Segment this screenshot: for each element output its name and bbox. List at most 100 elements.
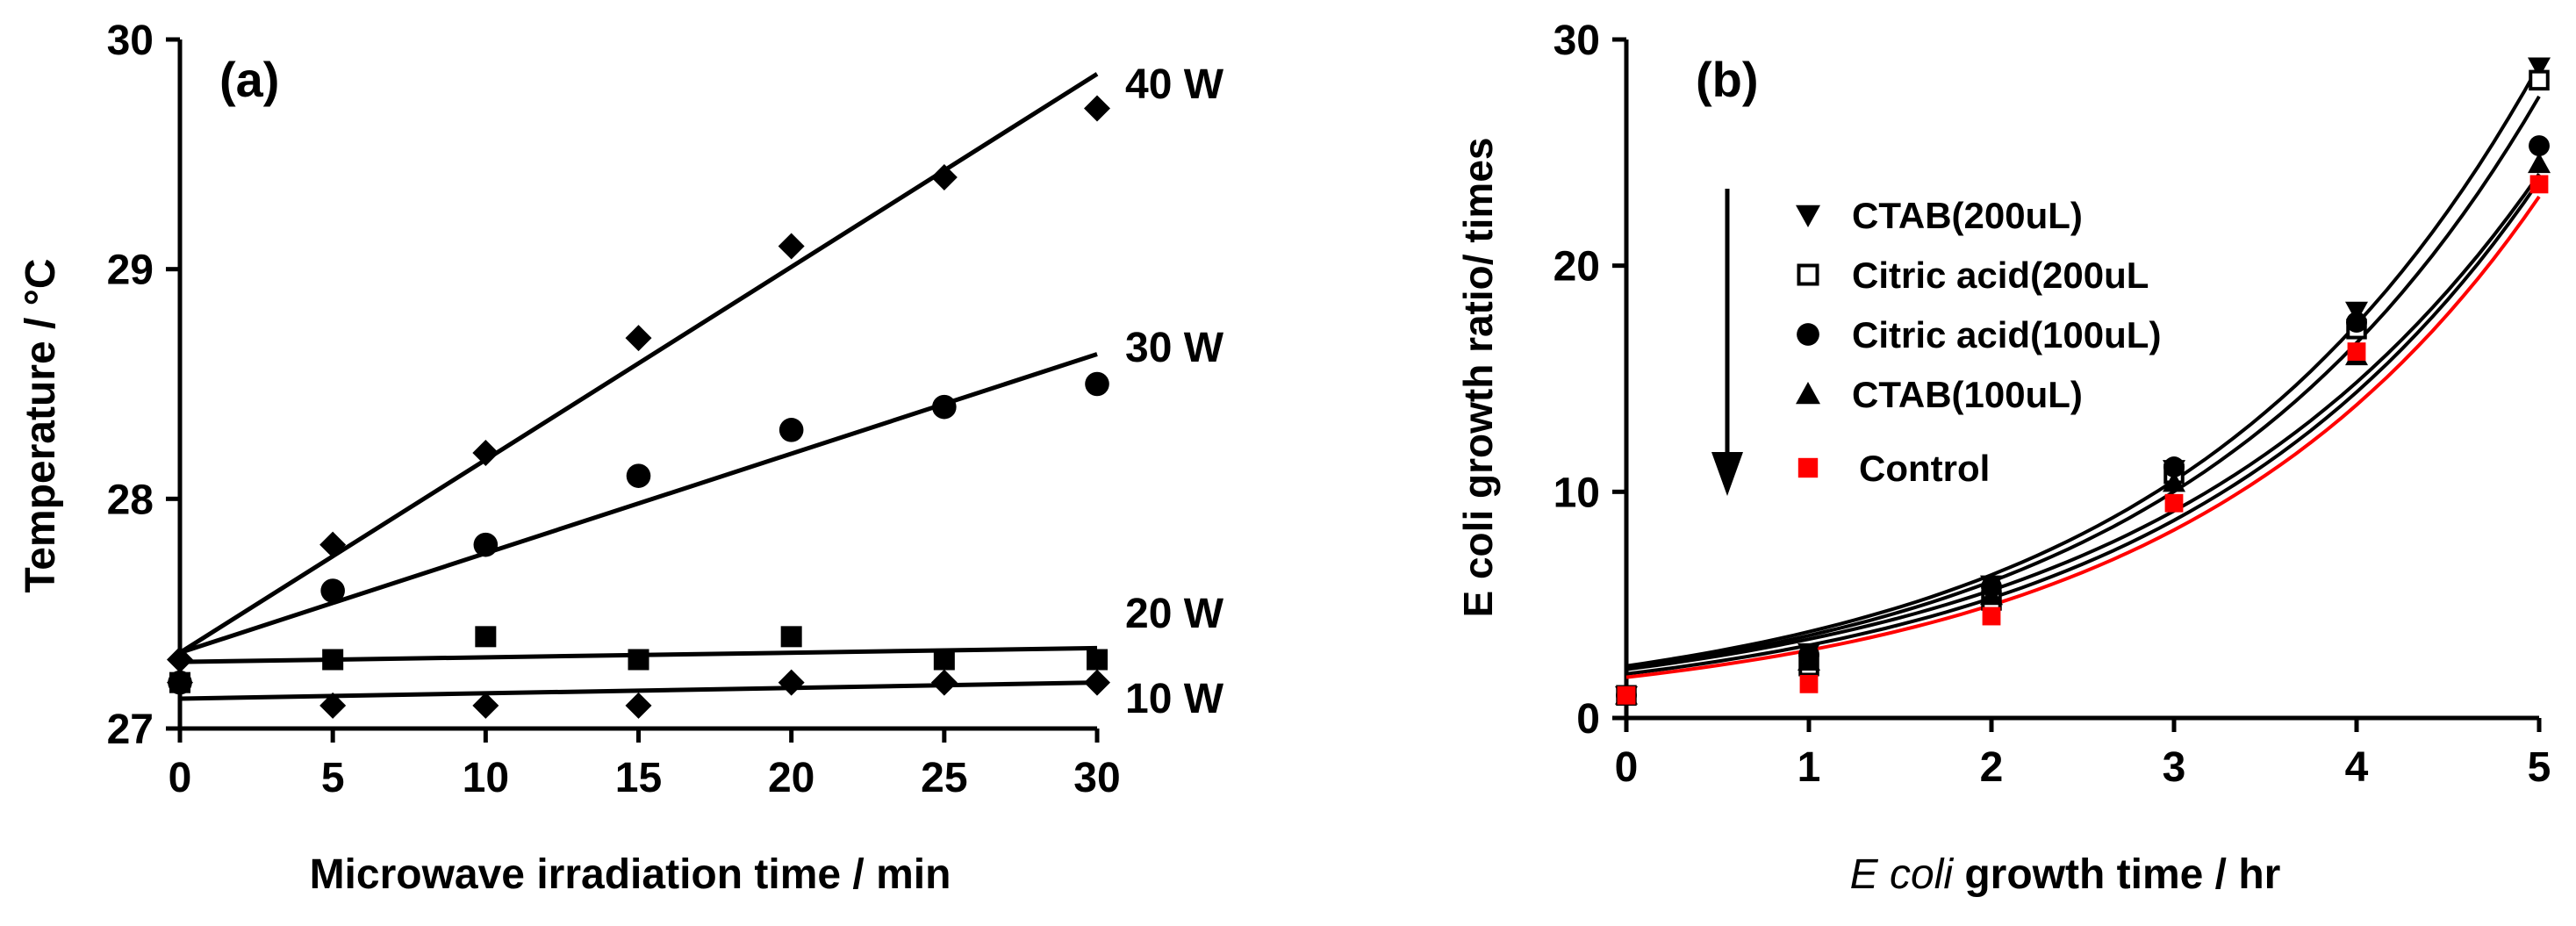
y-tick-label: 20 [1553,244,1600,291]
legend-marker [1796,205,1820,227]
data-point [2529,69,2550,91]
y-tick-label: 30 [107,18,154,64]
data-point [933,649,955,671]
x-tick-label: 30 [1073,755,1120,801]
data-point [625,692,652,719]
x-tick-label: 20 [768,755,814,801]
x-tick-label: 0 [1615,744,1639,791]
data-point [2163,456,2185,477]
series-label-30w: 30 W [1125,325,1224,371]
data-point [1982,607,2001,626]
panel-b-xlabel-rest: growth time / hr [1953,851,2280,898]
data-point [1084,669,1110,696]
x-tick-label: 3 [2163,744,2186,791]
data-point [628,649,649,671]
legend-arrow-head-icon [1711,452,1743,496]
data-point [780,626,802,648]
data-point [1799,674,1819,693]
data-point [930,669,958,696]
fit-curve [1625,95,2541,671]
data-point [2529,175,2549,194]
y-tick-label: 29 [107,248,154,294]
panel-b-xlabel-italic: E coli [1850,851,1955,898]
data-point [319,692,347,719]
data-point [778,669,805,696]
data-point [1797,650,1820,671]
data-point [2163,471,2185,492]
legend-marker [1796,382,1820,405]
data-point [2528,152,2551,174]
data-point [322,649,344,671]
panel-a-axes: 0 5 10 15 20 25 30 27 28 29 30 [107,18,1121,801]
legend-marker [1797,457,1819,478]
panel-b-fit-curves [1625,64,2541,679]
y-tick-label: 10 [1553,470,1600,516]
y-tick-label: 0 [1576,696,1600,743]
panel-b-label: (b) [1696,52,1759,107]
legend-label-citric-200: Citric acid(200uL [1852,255,2149,296]
panel-b: (b) E coli growth time / hr E coli growt… [1455,18,2551,898]
data-point [2529,135,2550,157]
data-point [472,692,499,719]
x-tick-label: 5 [321,755,345,801]
legend-label-control: Control [1859,448,1990,489]
panel-a-label: (a) [219,52,279,107]
legend-marker [1797,323,1819,346]
data-point [473,532,499,557]
data-point [472,440,499,466]
fit-curve [1625,179,2541,676]
legend-label-citric-100: Citric acid(100uL) [1852,314,2161,355]
data-point [167,669,193,696]
fit-line [179,352,1098,656]
data-point [1084,95,1110,122]
legend-label-ctab-100: CTAB(100uL) [1852,374,2083,415]
series-label-40w: 40 W [1125,61,1224,108]
x-tick-label: 10 [463,755,509,801]
x-tick-label: 2 [1980,744,2004,791]
panel-b-axes: 0 1 2 3 4 5 0 10 20 30 [1553,18,2551,791]
data-point [1087,649,1108,671]
legend-marker [1797,263,1819,286]
data-point [932,394,957,420]
x-tick-label: 1 [1797,744,1821,791]
data-point [2528,57,2551,78]
x-tick-label: 5 [2528,744,2551,791]
series-label-10w: 10 W [1125,676,1224,722]
data-point [779,418,804,442]
data-point [2346,312,2367,334]
data-point [626,463,651,488]
y-tick-label: 30 [1553,18,1600,64]
panel-a: (a) Microwave irradiation time / min Tem… [18,18,1224,898]
panel-b-xlabel: E coli growth time / hr [1850,851,2281,898]
panel-a-series-labels: 40 W 30 W 20 W 10 W [1125,61,1224,722]
panel-a-fit-lines [178,72,1099,701]
data-point [475,626,497,648]
data-point [320,578,345,603]
panel-b-ylabel: E coli growth ratio/ times [1455,138,1501,618]
panel-a-points [167,95,1110,719]
data-point [167,646,193,673]
data-point [930,164,958,190]
fit-line [178,72,1099,655]
fit-curve [1625,195,2541,679]
data-point [2347,342,2366,361]
panel-a-ylabel: Temperature / °C [18,258,64,592]
series-label-20w: 20 W [1125,591,1224,637]
fit-curve [1625,64,2541,668]
legend-markers [1796,205,1820,478]
x-tick-label: 25 [921,755,967,801]
data-point [2164,493,2184,513]
fit-curve [1625,172,2541,671]
x-tick-label: 4 [2345,744,2369,791]
y-tick-label: 27 [107,707,154,753]
panel-b-points [1615,57,2551,707]
data-point [1617,686,1636,705]
data-point [1980,584,2003,606]
data-point [778,233,805,260]
legend-label-ctab-200: CTAB(200uL) [1852,195,2083,236]
y-tick-label: 28 [107,477,154,523]
data-point [1085,371,1109,397]
panel-a-xlabel: Microwave irradiation time / min [310,851,951,898]
data-point [319,531,347,558]
